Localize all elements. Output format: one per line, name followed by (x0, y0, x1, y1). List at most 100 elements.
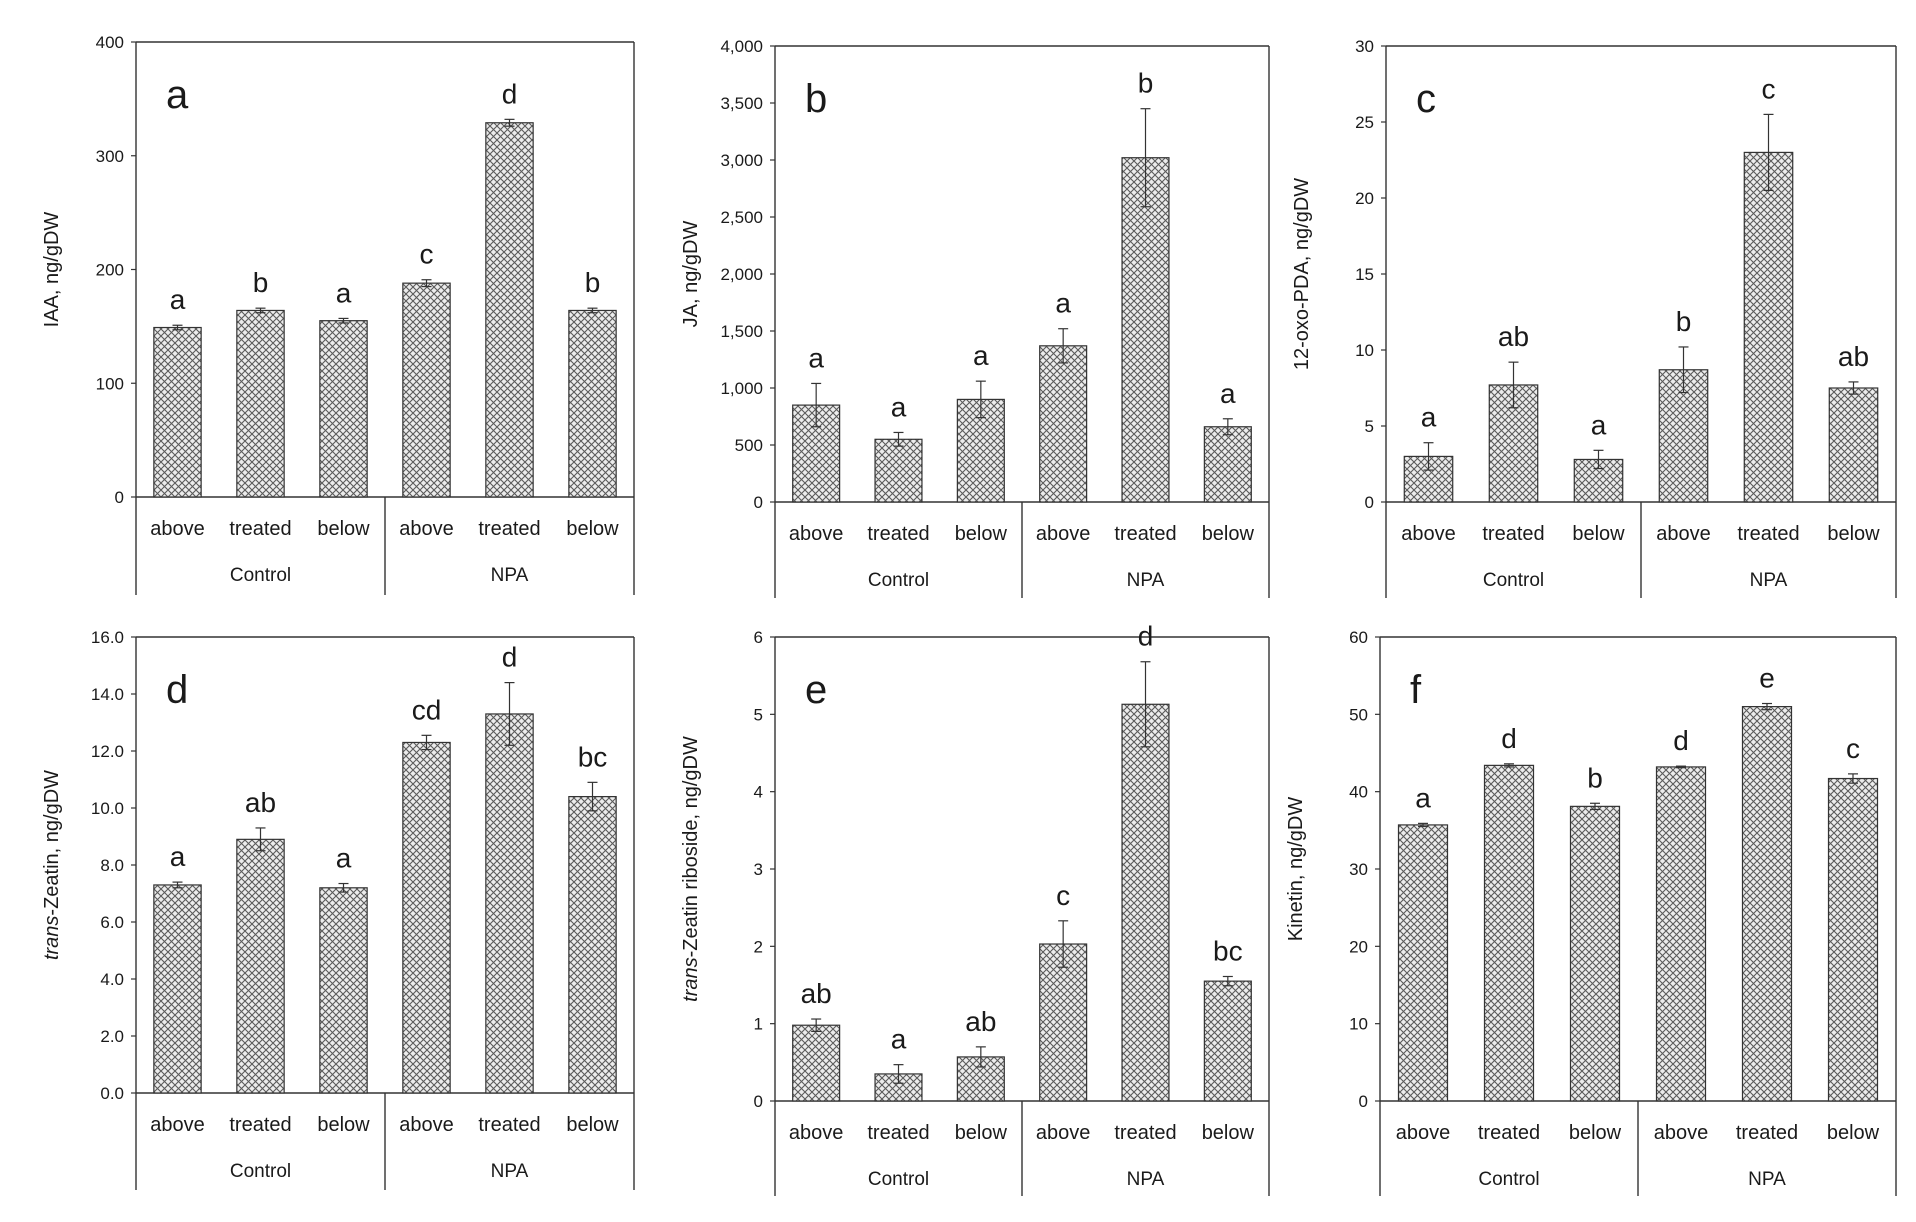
group-label: Control (868, 570, 929, 591)
y-tick-label: 300 (96, 147, 124, 166)
x-tick-label: below (1827, 1122, 1880, 1144)
x-tick-label: below (1572, 523, 1625, 545)
significance-letter: a (1591, 409, 1607, 440)
y-axis-title-text: IAA, ng/gDW (41, 212, 63, 328)
y-axis-title: trans-Zeatin, ng/gDW (41, 770, 63, 960)
significance-letter: a (170, 841, 186, 872)
y-tick-label: 15 (1355, 265, 1374, 284)
panel-letter: d (166, 668, 188, 712)
group-label: NPA (1127, 1169, 1165, 1190)
y-tick-label: 60 (1349, 628, 1368, 647)
y-tick-label: 6 (754, 628, 763, 647)
x-tick-label: below (566, 518, 619, 540)
y-tick-label: 10.0 (91, 799, 124, 818)
bar (1743, 151, 1794, 503)
group-label: NPA (1127, 570, 1165, 591)
significance-letter: a (1415, 782, 1431, 813)
significance-letter: b (585, 267, 601, 298)
x-tick-label: below (1827, 523, 1880, 545)
y-tick-label: 2,500 (720, 208, 763, 227)
significance-letter: ab (801, 978, 832, 1009)
bar (874, 438, 923, 503)
y-tick-label: 1,000 (720, 379, 763, 398)
significance-letter: a (808, 342, 824, 373)
y-tick-label: 10 (1355, 341, 1374, 360)
significance-letter: c (420, 239, 434, 270)
significance-letter: d (1673, 725, 1689, 756)
y-tick-label: 50 (1349, 705, 1368, 724)
x-tick-label: above (1654, 1122, 1709, 1144)
group-label: NPA (1748, 1169, 1786, 1190)
y-tick-label: 1,500 (720, 322, 763, 341)
panel-a: 0 100 200 300 400 IAA, ng/gDW a a above b treated a… (41, 33, 635, 595)
y-tick-label: 5 (1365, 417, 1374, 436)
y-axis-title: JA, ng/gDW (680, 221, 702, 328)
x-tick-label: below (955, 1122, 1008, 1144)
x-tick-label: treated (867, 523, 929, 545)
group-label: NPA (491, 565, 529, 586)
y-tick-label: 1 (754, 1015, 763, 1034)
group-label: Control (1483, 570, 1544, 591)
y-axis-title: trans-Zeatin riboside, ng/gDW (680, 736, 702, 1002)
panel-e: 0 1 2 3 4 5 6 trans-Zeatin riboside, ng/gDW e ab a… (680, 621, 1270, 1196)
x-tick-label: treated (478, 1114, 540, 1136)
x-tick-label: treated (867, 1122, 929, 1144)
y-axis-title-italic: trans (41, 916, 63, 960)
bar (319, 320, 368, 498)
group-label: NPA (1750, 570, 1788, 591)
bar (236, 309, 285, 498)
significance-letter: b (1587, 762, 1603, 793)
bar (1828, 387, 1879, 503)
x-tick-label: above (1401, 523, 1456, 545)
y-axis-title-text: JA, ng/gDW (680, 221, 702, 328)
y-tick-label: 4.0 (100, 970, 124, 989)
bar (402, 741, 451, 1094)
y-axis-title: Kinetin, ng/gDW (1285, 797, 1307, 942)
y-tick-label: 5 (754, 705, 763, 724)
y-tick-label: 0 (1359, 1092, 1368, 1111)
y-tick-label: 0 (754, 493, 763, 512)
y-tick-label: 20 (1349, 937, 1368, 956)
bar (568, 795, 617, 1094)
y-tick-label: 8.0 (100, 856, 124, 875)
x-tick-label: above (1036, 523, 1091, 545)
y-tick-label: 0.0 (100, 1084, 124, 1103)
y-tick-label: 30 (1349, 860, 1368, 879)
significance-letter: d (1138, 621, 1154, 652)
x-tick-label: above (150, 1114, 205, 1136)
y-axis-title: IAA, ng/gDW (41, 212, 63, 328)
significance-letter: a (336, 843, 352, 874)
group-label: Control (868, 1169, 929, 1190)
x-tick-label: below (317, 1114, 370, 1136)
bar (1397, 824, 1449, 1102)
significance-letter: c (1762, 73, 1776, 104)
y-tick-label: 3,000 (720, 151, 763, 170)
significance-letter: ab (965, 1006, 996, 1037)
y-tick-label: 20 (1355, 189, 1374, 208)
group-label: Control (230, 565, 291, 586)
bar (1569, 805, 1621, 1102)
significance-letter: ab (1838, 341, 1869, 372)
y-tick-label: 16.0 (91, 628, 124, 647)
significance-letter: a (973, 340, 989, 371)
y-tick-label: 0 (754, 1092, 763, 1111)
significance-letter: b (1676, 306, 1692, 337)
x-tick-label: below (317, 518, 370, 540)
bar (1203, 980, 1252, 1102)
y-tick-label: 30 (1355, 37, 1374, 56)
y-tick-label: 14.0 (91, 685, 124, 704)
panel-letter: b (805, 77, 827, 121)
significance-letter: b (253, 267, 269, 298)
significance-letter: c (1056, 880, 1070, 911)
significance-letter: cd (412, 694, 442, 725)
x-tick-label: above (399, 518, 454, 540)
bar (568, 309, 617, 498)
x-tick-label: treated (1114, 1122, 1176, 1144)
y-tick-label: 100 (96, 374, 124, 393)
significance-letter: c (1846, 733, 1860, 764)
significance-letter: a (1220, 378, 1236, 409)
x-tick-label: below (1202, 523, 1255, 545)
x-tick-label: above (399, 1114, 454, 1136)
x-tick-label: treated (1114, 523, 1176, 545)
